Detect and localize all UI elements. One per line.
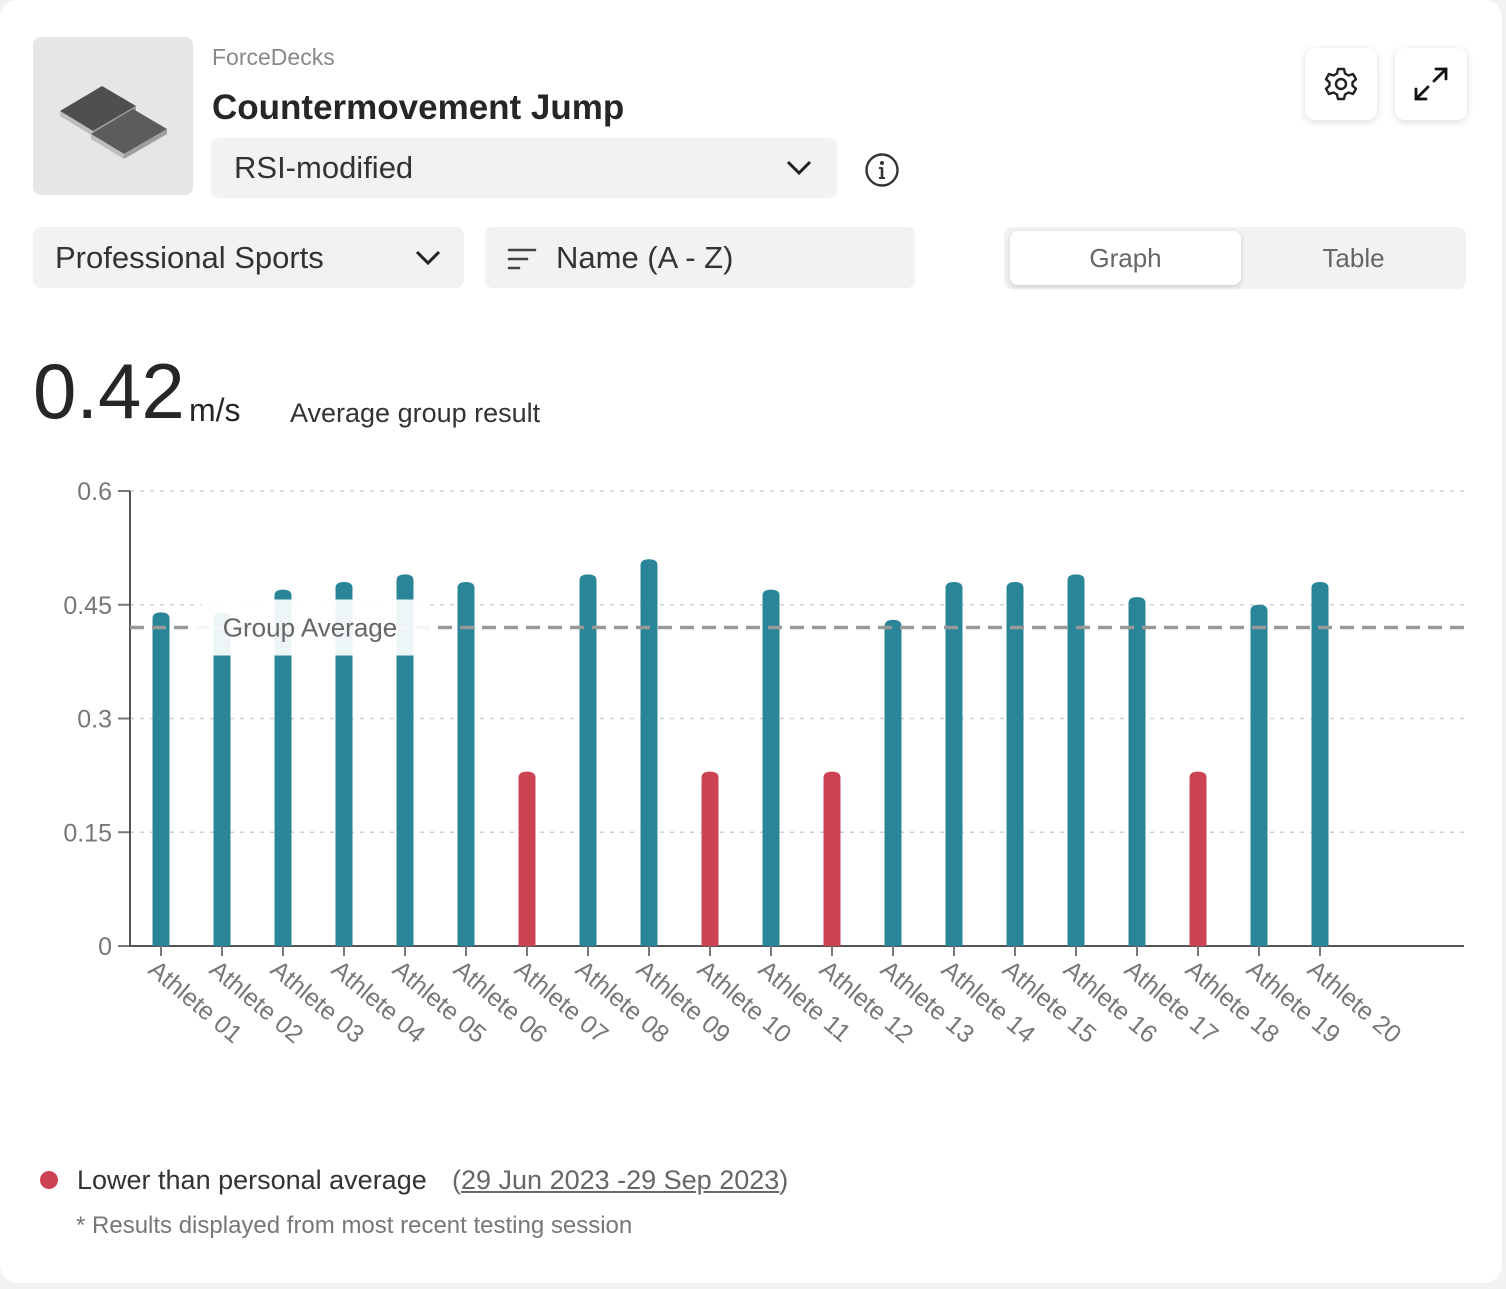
test-name: Countermovement Jump [212, 88, 625, 127]
bar [213, 612, 231, 946]
date-range-link[interactable]: 29 Jun 2023 -29 Sep 2023 [461, 1165, 780, 1195]
bar [1311, 582, 1329, 946]
footnote: * Results displayed from most recent tes… [76, 1212, 633, 1239]
bar [823, 771, 841, 946]
legend-dot-icon [40, 1171, 58, 1189]
group-dropdown-value: Professional Sports [55, 240, 324, 275]
bar [1189, 771, 1207, 946]
chevron-down-icon [415, 250, 441, 266]
bar [762, 589, 780, 946]
bar [274, 589, 292, 946]
expand-icon [1414, 67, 1448, 101]
gear-icon [1324, 67, 1358, 101]
expand-button[interactable] [1395, 48, 1467, 120]
average-unit: m/s [189, 392, 241, 428]
bar [152, 612, 170, 946]
bar [1250, 604, 1268, 946]
group-average-label: Group Average [223, 613, 397, 643]
settings-button[interactable] [1305, 48, 1377, 120]
legend-date-range[interactable]: (29 Jun 2023 -29 Sep 2023) [452, 1165, 789, 1195]
tab-graph[interactable]: Graph [1010, 231, 1241, 285]
bar [1128, 597, 1146, 946]
legend-label: Lower than personal average [77, 1165, 427, 1195]
tab-table[interactable]: Table [1322, 243, 1385, 273]
average-value: 0.42 [33, 347, 185, 435]
y-tick-label: 0.6 [77, 478, 112, 506]
y-tick-label: 0.45 [63, 592, 112, 620]
bar [396, 574, 414, 946]
bar [579, 574, 597, 946]
y-tick-label: 0.3 [77, 706, 112, 734]
group-dropdown[interactable]: Professional Sports [33, 227, 464, 288]
info-icon[interactable] [864, 152, 900, 188]
y-tick-label: 0 [98, 933, 112, 961]
view-toggle: Graph Table [1004, 227, 1466, 289]
chevron-down-icon [786, 160, 812, 176]
group-average-label-bg [196, 599, 432, 656]
force-plates-thumbnail [33, 37, 193, 195]
bar [884, 619, 902, 946]
metric-dropdown-value: RSI-modified [234, 150, 414, 185]
bar [1006, 582, 1024, 946]
sort-dropdown[interactable]: Name (A - Z) [485, 227, 915, 288]
bar [457, 582, 475, 946]
average-label: Average group result [290, 398, 541, 428]
sort-icon [507, 248, 537, 270]
y-tick-label: 0.15 [63, 819, 112, 847]
bar [1067, 574, 1085, 946]
bar [518, 771, 536, 946]
bar [640, 559, 658, 946]
sort-dropdown-value: Name (A - Z) [556, 240, 734, 275]
app-name: ForceDecks [212, 44, 335, 70]
metric-dropdown[interactable]: RSI-modified [211, 138, 837, 198]
bar [945, 582, 963, 946]
bar [701, 771, 719, 946]
force-plates-icon [60, 86, 167, 159]
bar [335, 582, 353, 946]
